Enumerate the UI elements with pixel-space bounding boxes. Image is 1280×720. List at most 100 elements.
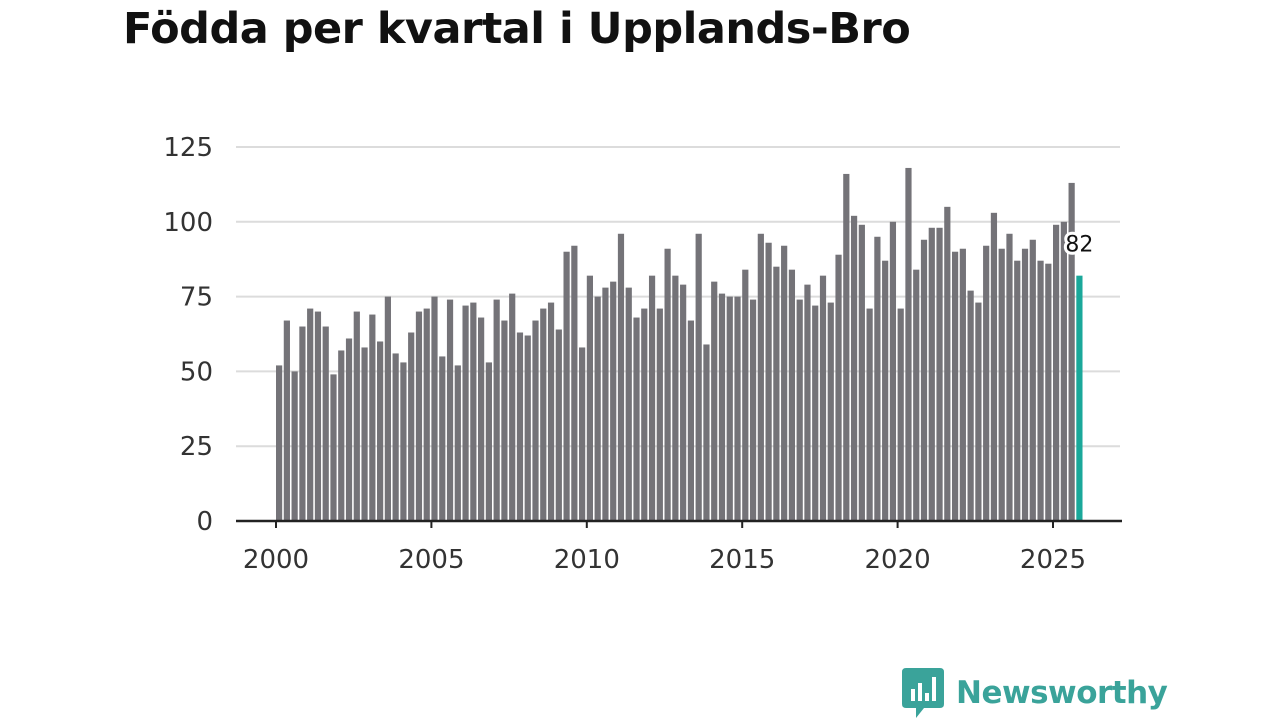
bar (858, 224, 865, 522)
bar-chart: 0 25 50 75 100 125 2000 2005 2010 2015 2020 2025 8… (163, 133, 1122, 575)
x-tick-label: 2025 (1020, 545, 1086, 575)
bar (400, 362, 407, 521)
bar (773, 266, 780, 521)
bar (975, 302, 982, 521)
x-tick-label: 2000 (243, 545, 309, 575)
bar (765, 242, 772, 522)
bar (819, 275, 827, 521)
bar (656, 308, 663, 521)
bar (1006, 233, 1013, 521)
x-tick-label: 2020 (865, 545, 931, 575)
bar (866, 308, 873, 521)
bar (384, 296, 391, 521)
bar (889, 221, 897, 522)
bar (524, 335, 531, 521)
x-tick-label: 2005 (398, 545, 464, 575)
bar (353, 311, 360, 521)
bar (913, 269, 920, 521)
bar (345, 338, 353, 521)
bar (951, 251, 959, 521)
bar (967, 290, 974, 521)
bar (408, 332, 415, 521)
bar (625, 287, 632, 521)
bar (703, 344, 710, 521)
bar (788, 269, 796, 521)
bar (579, 347, 586, 521)
bar (1037, 260, 1044, 521)
y-tick-label: 100 (163, 208, 213, 238)
bar (470, 302, 477, 521)
bar (509, 293, 516, 521)
bar (454, 365, 461, 521)
bar (936, 227, 943, 521)
bar (1021, 248, 1029, 522)
bar (827, 302, 834, 521)
bar (757, 233, 764, 521)
bar (812, 305, 819, 521)
bar (307, 308, 314, 521)
bar (532, 320, 539, 521)
bar (1029, 239, 1036, 521)
y-tick-label: 125 (163, 133, 213, 163)
brand-name: Newsworthy (956, 675, 1168, 711)
x-tick-label: 2010 (554, 545, 620, 575)
bar (547, 302, 555, 521)
bar (882, 260, 889, 521)
bar (687, 320, 695, 521)
bar (540, 308, 547, 521)
y-tick-label: 25 (180, 432, 213, 462)
bar (734, 296, 741, 521)
bar (361, 347, 368, 521)
bar (835, 254, 842, 521)
bar (1053, 224, 1060, 522)
bar (680, 284, 687, 521)
bar (959, 248, 966, 522)
bar (563, 251, 570, 521)
bar (377, 341, 384, 521)
bar (555, 329, 562, 521)
bar (695, 233, 702, 521)
bar (493, 299, 500, 521)
bar (983, 245, 990, 522)
bar (781, 245, 788, 522)
bar (648, 275, 656, 521)
bar (586, 275, 593, 521)
bar (415, 311, 423, 521)
bar (874, 236, 881, 521)
bar (322, 326, 329, 521)
bar (516, 332, 524, 521)
bar (672, 275, 679, 521)
bar (711, 281, 718, 521)
y-axis-ticks: 0 25 50 75 100 125 (163, 133, 213, 537)
bar (446, 299, 454, 521)
bar (718, 293, 726, 521)
annotations: 82 (1062, 230, 1096, 261)
bar (944, 206, 951, 521)
bar (478, 317, 485, 521)
bar (571, 245, 578, 522)
bars (276, 167, 1083, 522)
y-tick-label: 0 (196, 507, 213, 537)
bar (1014, 260, 1021, 521)
chart-title: Födda per kvartal i Upplands-Bro (123, 4, 911, 54)
bar (431, 296, 438, 521)
bar (330, 374, 337, 521)
bar (928, 227, 935, 521)
bar (796, 299, 803, 521)
bar (897, 308, 904, 521)
bar-highlight (1076, 275, 1083, 521)
bar (423, 308, 430, 521)
bar (1045, 263, 1052, 521)
bar (998, 248, 1005, 522)
bar (617, 233, 625, 521)
bar (283, 320, 290, 521)
newsworthy-logo-icon (902, 668, 944, 718)
bar (1060, 221, 1067, 522)
bar (314, 311, 322, 521)
y-tick-label: 50 (180, 357, 213, 387)
bar (804, 284, 811, 521)
bar (749, 299, 757, 521)
bar (1068, 182, 1075, 521)
bar (338, 350, 345, 521)
bar (439, 356, 446, 521)
